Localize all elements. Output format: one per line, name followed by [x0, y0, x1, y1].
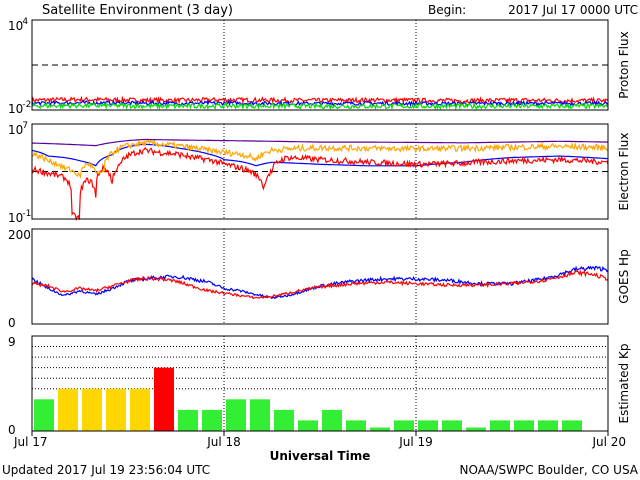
- kp-bar: [106, 388, 126, 431]
- kp-bar: [514, 420, 534, 431]
- y-tick-label: 0: [8, 423, 16, 437]
- kp-bar: [34, 399, 54, 431]
- kp-bar: [130, 388, 150, 431]
- x-axis: Jul 17 Jul 18 Jul 19 Jul 20: [13, 431, 626, 449]
- y-tick-label: 10: [8, 102, 23, 116]
- updated-timestamp: Updated 2017 Jul 19 23:56:04 UTC: [2, 463, 210, 477]
- x-axis-title: Universal Time: [270, 449, 371, 463]
- y-tick-label: 0: [8, 316, 16, 330]
- y-tick-exponent: 4: [22, 17, 28, 27]
- series-line-electron-2: [31, 138, 609, 180]
- panel-frame: [31, 228, 609, 325]
- kp-bar: [274, 409, 294, 431]
- kp-bar: [394, 420, 414, 431]
- kp-bar: [202, 409, 222, 431]
- panel-kp: 9 0 Estimated Kp: [8, 335, 631, 437]
- y-tick-label: 10: [8, 211, 23, 225]
- kp-bar: [226, 399, 246, 431]
- panel-frame: [31, 123, 609, 220]
- kp-bar: [58, 388, 78, 431]
- y-tick-label: 200: [8, 228, 31, 242]
- chart-title: Satellite Environment (3 day): [42, 3, 233, 18]
- series-line-electron-3: [31, 138, 608, 147]
- kp-bar: [322, 409, 342, 431]
- kp-bar: [538, 420, 558, 431]
- panel-frame: [31, 19, 609, 111]
- series-line-electron-0: [31, 143, 609, 167]
- series-line-proton-2: [31, 101, 609, 111]
- begin-label: Begin:: [428, 3, 466, 17]
- panel-frame: [31, 335, 609, 432]
- x-tick-label: Jul 17: [13, 435, 48, 449]
- kp-bar: [298, 420, 318, 431]
- y-tick-label: 9: [8, 335, 16, 349]
- kp-bar: [442, 420, 462, 431]
- kp-bar: [562, 420, 582, 431]
- series-line-proton-0: [31, 95, 609, 106]
- y-tick-exponent: -2: [22, 100, 31, 110]
- y-tick-label: 10: [8, 19, 23, 33]
- kp-bar: [178, 409, 198, 431]
- x-tick-label: Jul 19: [398, 435, 433, 449]
- kp-bar: [370, 427, 390, 431]
- y-axis-label: GOES Hp: [617, 249, 631, 303]
- kp-bar: [346, 420, 366, 431]
- kp-bar: [250, 399, 270, 431]
- kp-bar: [490, 420, 510, 431]
- y-tick-label: 10: [8, 123, 23, 137]
- series-line-goes-hp-1: [31, 269, 609, 300]
- y-tick-exponent: -1: [22, 209, 31, 219]
- series-line-electron-1: [31, 146, 609, 222]
- kp-bar: [82, 388, 102, 431]
- y-axis-label: Estimated Kp: [617, 344, 631, 424]
- y-axis-label: Electron Flux: [617, 133, 631, 211]
- y-axis-label: Proton Flux: [617, 31, 631, 98]
- credit-text: NOAA/SWPC Boulder, CO USA: [460, 463, 639, 477]
- x-tick-label: Jul 20: [591, 435, 626, 449]
- kp-bar: [466, 427, 486, 431]
- y-tick-exponent: 7: [22, 121, 28, 131]
- begin-value: 2017 Jul 17 0000 UTC: [508, 3, 638, 17]
- kp-bar: [154, 367, 174, 431]
- kp-bar: [418, 420, 438, 431]
- panel-goes-hp: 200 0 GOES Hp: [8, 228, 631, 330]
- x-tick-label: Jul 18: [206, 435, 241, 449]
